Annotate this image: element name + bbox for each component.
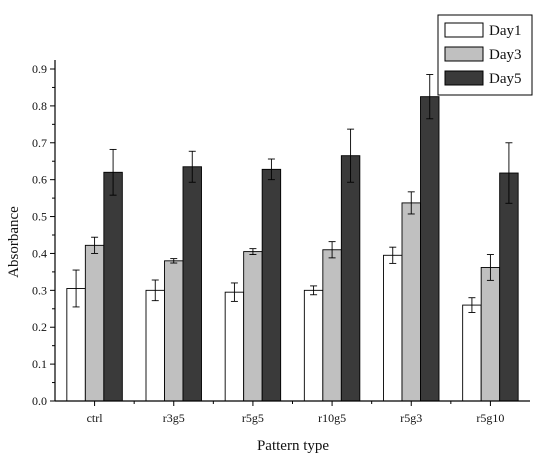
x-tick-label: r5g3	[400, 411, 422, 425]
bar-day3	[84, 244, 105, 402]
bar-day1	[462, 304, 482, 402]
bars-layer	[66, 74, 519, 402]
bar-day1	[145, 289, 165, 402]
bar-day1	[383, 254, 403, 402]
ticks-layer: 0.0 0.1 0.2 0.3 0.4 0.5 0.6 0.7 0.8 0.9 ctrl r3g5 r5…	[32, 62, 504, 425]
y-tick-label: 0.4	[32, 246, 47, 260]
bar-day5	[261, 168, 282, 402]
legend-label-day3: Day3	[489, 47, 522, 63]
x-axis-label: Pattern type	[257, 438, 329, 454]
bar-day3	[401, 202, 421, 402]
bar-day5	[499, 172, 519, 402]
bar-day3	[243, 251, 263, 402]
y-tick-label: 0.0	[32, 394, 47, 408]
bar-day3	[322, 249, 342, 402]
legend-swatch-day5	[444, 70, 484, 86]
legend-swatch-day1	[444, 22, 484, 38]
y-axis-label: Absorbance	[6, 206, 22, 278]
y-tick-label: 0.3	[32, 283, 47, 297]
bar-day3	[164, 260, 184, 402]
legend-swatch-day3	[444, 46, 484, 62]
bar-day3	[480, 267, 501, 402]
x-tick-label: r10g5	[318, 411, 346, 425]
legend-label-day1: Day1	[489, 23, 522, 39]
x-tick-label: r3g5	[163, 411, 185, 425]
bar-day1	[303, 289, 324, 402]
y-tick-label: 0.1	[32, 357, 47, 371]
x-tick-label: r5g10	[476, 411, 504, 425]
y-tick-label: 0.6	[32, 173, 47, 187]
bar-day5	[103, 171, 123, 402]
legend: Day1 Day3 Day5	[437, 14, 533, 96]
y-tick-label: 0.5	[32, 210, 47, 224]
bar-day1	[224, 291, 245, 402]
bar-day5	[182, 166, 202, 402]
bar-day5	[420, 96, 440, 402]
x-tick-label: ctrl	[87, 411, 104, 425]
x-tick-label: r5g5	[242, 411, 264, 425]
legend-label-day5: Day5	[489, 71, 522, 87]
y-tick-label: 0.7	[32, 136, 47, 150]
bar-day5	[340, 155, 361, 402]
y-tick-label: 0.2	[32, 320, 47, 334]
y-tick-label: 0.8	[32, 99, 47, 113]
y-tick-label: 0.9	[32, 62, 47, 76]
